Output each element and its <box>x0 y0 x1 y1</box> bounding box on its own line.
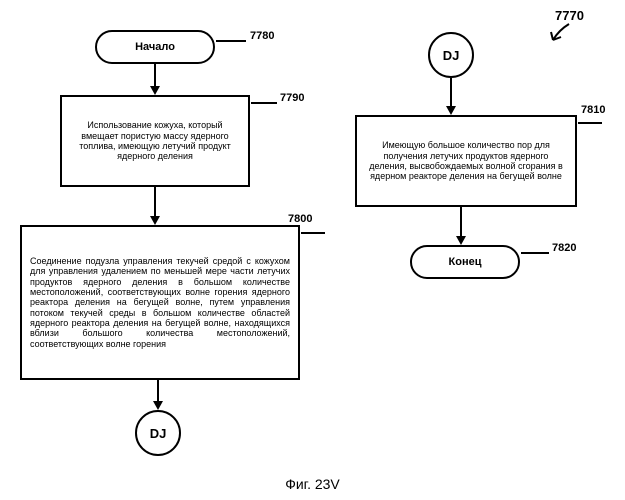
arrow-2 <box>149 187 161 225</box>
arrow-5 <box>455 207 467 245</box>
connector-dj-in-label: DJ <box>443 48 460 63</box>
process-7790-text: Использование кожуха, который вмещает по… <box>70 120 240 161</box>
ref-7790: 7790 <box>280 92 304 104</box>
end-label: Конец <box>449 256 482 268</box>
arrow-1 <box>149 64 161 95</box>
ref-7820: 7820 <box>552 242 576 254</box>
leader-7810 <box>578 122 602 124</box>
flowchart-canvas: 7770 Начало 7780 Использование кожуха, к… <box>0 0 625 500</box>
leader-7820 <box>521 252 549 254</box>
figure-ref-label: 7770 <box>555 8 584 23</box>
process-7800-text: Соединение подузла управления текучей ср… <box>30 256 290 349</box>
process-7810: Имеющую большое количество пор для получ… <box>355 115 577 207</box>
connector-dj-in: DJ <box>428 32 474 78</box>
leader-7790 <box>251 102 277 104</box>
ref-7810: 7810 <box>581 104 605 116</box>
start-terminator: Начало <box>95 30 215 64</box>
connector-dj-out: DJ <box>135 410 181 456</box>
process-7810-text: Имеющую большое количество пор для получ… <box>365 140 567 181</box>
start-label: Начало <box>135 41 175 53</box>
end-terminator: Конец <box>410 245 520 279</box>
arrow-3 <box>152 380 164 410</box>
figure-caption: Фиг. 23V <box>0 476 625 492</box>
connector-dj-out-label: DJ <box>150 426 167 441</box>
process-7800: Соединение подузла управления текучей ср… <box>20 225 300 380</box>
leader-7800 <box>301 232 325 234</box>
ref-7780: 7780 <box>250 30 274 42</box>
leader-7780 <box>216 40 246 42</box>
arrow-4 <box>445 78 457 115</box>
ref-7800: 7800 <box>288 213 312 225</box>
process-7790: Использование кожуха, который вмещает по… <box>60 95 250 187</box>
